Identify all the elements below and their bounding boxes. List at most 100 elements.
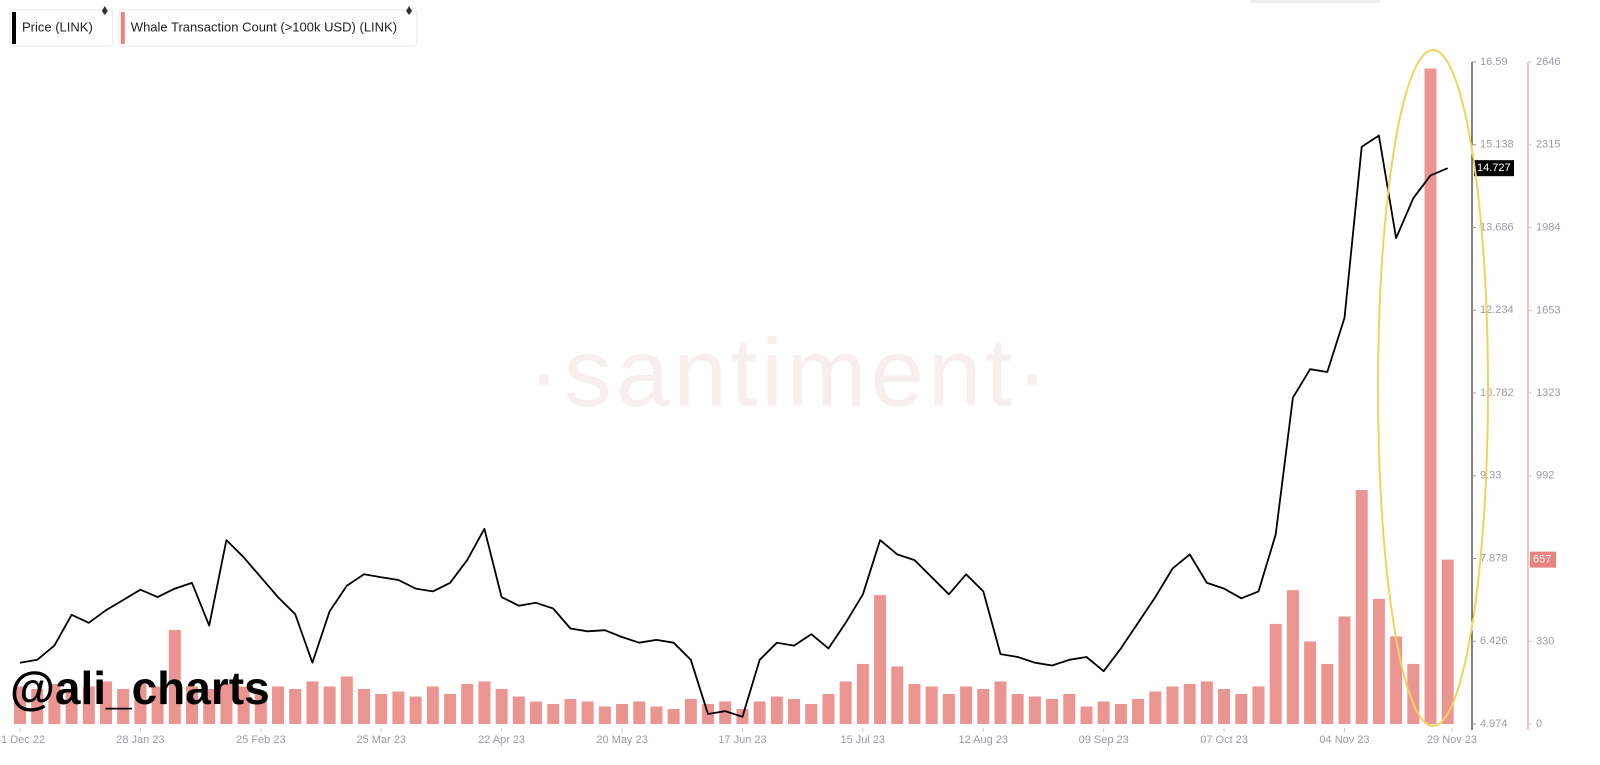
bar (1011, 693, 1024, 724)
bar (1355, 490, 1368, 724)
bar (547, 703, 560, 724)
bar (788, 698, 801, 724)
y-tick-label: 6.426 (1480, 635, 1508, 647)
bar (323, 686, 336, 724)
bar (1321, 663, 1334, 724)
bar (1028, 696, 1041, 724)
bar (82, 686, 95, 724)
bar (1441, 559, 1454, 724)
legend: Price (LINK) Whale Transaction Count (>10… (9, 6, 418, 47)
bar (1286, 590, 1299, 724)
last-value-label: 657 (1533, 554, 1551, 566)
bar (289, 688, 302, 724)
last-value-badge (1474, 160, 1514, 177)
price-line (19, 134, 1449, 718)
bar (392, 691, 405, 724)
y2-tick-label: 1653 (1536, 304, 1560, 316)
bar (1063, 693, 1076, 724)
bar (1132, 698, 1145, 724)
bar (684, 698, 697, 724)
bar (1097, 701, 1110, 724)
bar (581, 701, 594, 724)
bar (1200, 681, 1213, 724)
y2-tick-label: 2315 (1536, 139, 1560, 151)
bar (14, 686, 26, 724)
y2-tick-label: 0 (1536, 718, 1542, 730)
y-tick-label: 4.974 (1480, 718, 1508, 730)
bar (1080, 706, 1093, 724)
bar (1114, 703, 1127, 724)
bar (891, 666, 904, 724)
legend-icon (406, 6, 413, 15)
bar (1149, 691, 1162, 724)
bar (254, 691, 267, 724)
y-tick-label: 13.686 (1480, 221, 1514, 233)
y2-tick-label: 992 (1536, 470, 1554, 482)
y-tick-label: 7.878 (1480, 552, 1508, 564)
legend-label: Price (LINK) (22, 19, 93, 34)
bar (134, 683, 147, 724)
bar (1235, 693, 1248, 724)
x-tick-label: 28 Jan 23 (116, 734, 164, 746)
y-tick-label: 12.234 (1480, 304, 1514, 316)
bar (151, 686, 164, 724)
legend-label: Whale Transaction Count (>100k USD) (LIN… (131, 19, 397, 34)
bar (444, 693, 457, 724)
bar (1183, 683, 1196, 724)
bar (633, 701, 646, 724)
y2-tick-label: 1984 (1536, 222, 1560, 234)
bar (650, 706, 663, 724)
bar (753, 701, 766, 724)
bar (358, 688, 371, 724)
x-tick-label: 09 Sep 23 (1079, 734, 1129, 746)
bar (100, 681, 113, 724)
bar (1372, 598, 1385, 724)
bar (237, 686, 250, 724)
x-tick-label: 25 Mar 23 (356, 734, 406, 746)
bar (1304, 641, 1317, 724)
y2-tick-label: 1323 (1536, 387, 1560, 399)
y-tick-label: 10.782 (1480, 387, 1514, 399)
bar (1424, 68, 1437, 725)
x-tick-label: 20 May 23 (596, 734, 647, 746)
bar (1390, 636, 1403, 724)
bar (1252, 686, 1265, 724)
bar (168, 629, 181, 724)
x-tick-label: 04 Nov 23 (1319, 734, 1369, 746)
y2-tick-label: 330 (1536, 635, 1554, 647)
bar (1338, 616, 1351, 724)
bar (616, 703, 629, 724)
legend-swatch (12, 12, 16, 44)
bar (461, 683, 474, 724)
legend-item: Price (LINK) (9, 6, 114, 47)
toolbar-edge (1250, 0, 1380, 3)
bar (770, 696, 783, 724)
x-tick-label: 25 Feb 23 (236, 734, 286, 746)
x-tick-label: 31 Dec 22 (0, 734, 45, 746)
x-tick-label: 22 Apr 23 (478, 734, 525, 746)
bar (306, 681, 319, 724)
bar (839, 681, 852, 724)
bar (1218, 688, 1231, 724)
bar (856, 663, 869, 724)
y-tick-label: 16.59 (1480, 56, 1508, 68)
bar (942, 693, 955, 724)
legend-item: Whale Transaction Count (>100k USD) (LIN… (118, 6, 418, 47)
bar (960, 686, 973, 724)
bar (117, 688, 130, 724)
bar (822, 693, 835, 724)
y2-tick-label: 2646 (1536, 56, 1560, 68)
bar (667, 708, 680, 724)
x-tick-label: 15 Jul 23 (841, 734, 886, 746)
x-tick-label: 17 Jun 23 (718, 734, 766, 746)
bar (1166, 686, 1179, 724)
bar (220, 683, 233, 724)
legend-box (9, 9, 114, 47)
author-tag: @ali_charts (10, 662, 270, 714)
bar (1046, 698, 1059, 724)
bar (977, 688, 990, 724)
y-tick-label: 15.138 (1480, 139, 1514, 151)
bar (409, 696, 422, 724)
bar (272, 686, 285, 724)
legend-icon (101, 6, 108, 15)
